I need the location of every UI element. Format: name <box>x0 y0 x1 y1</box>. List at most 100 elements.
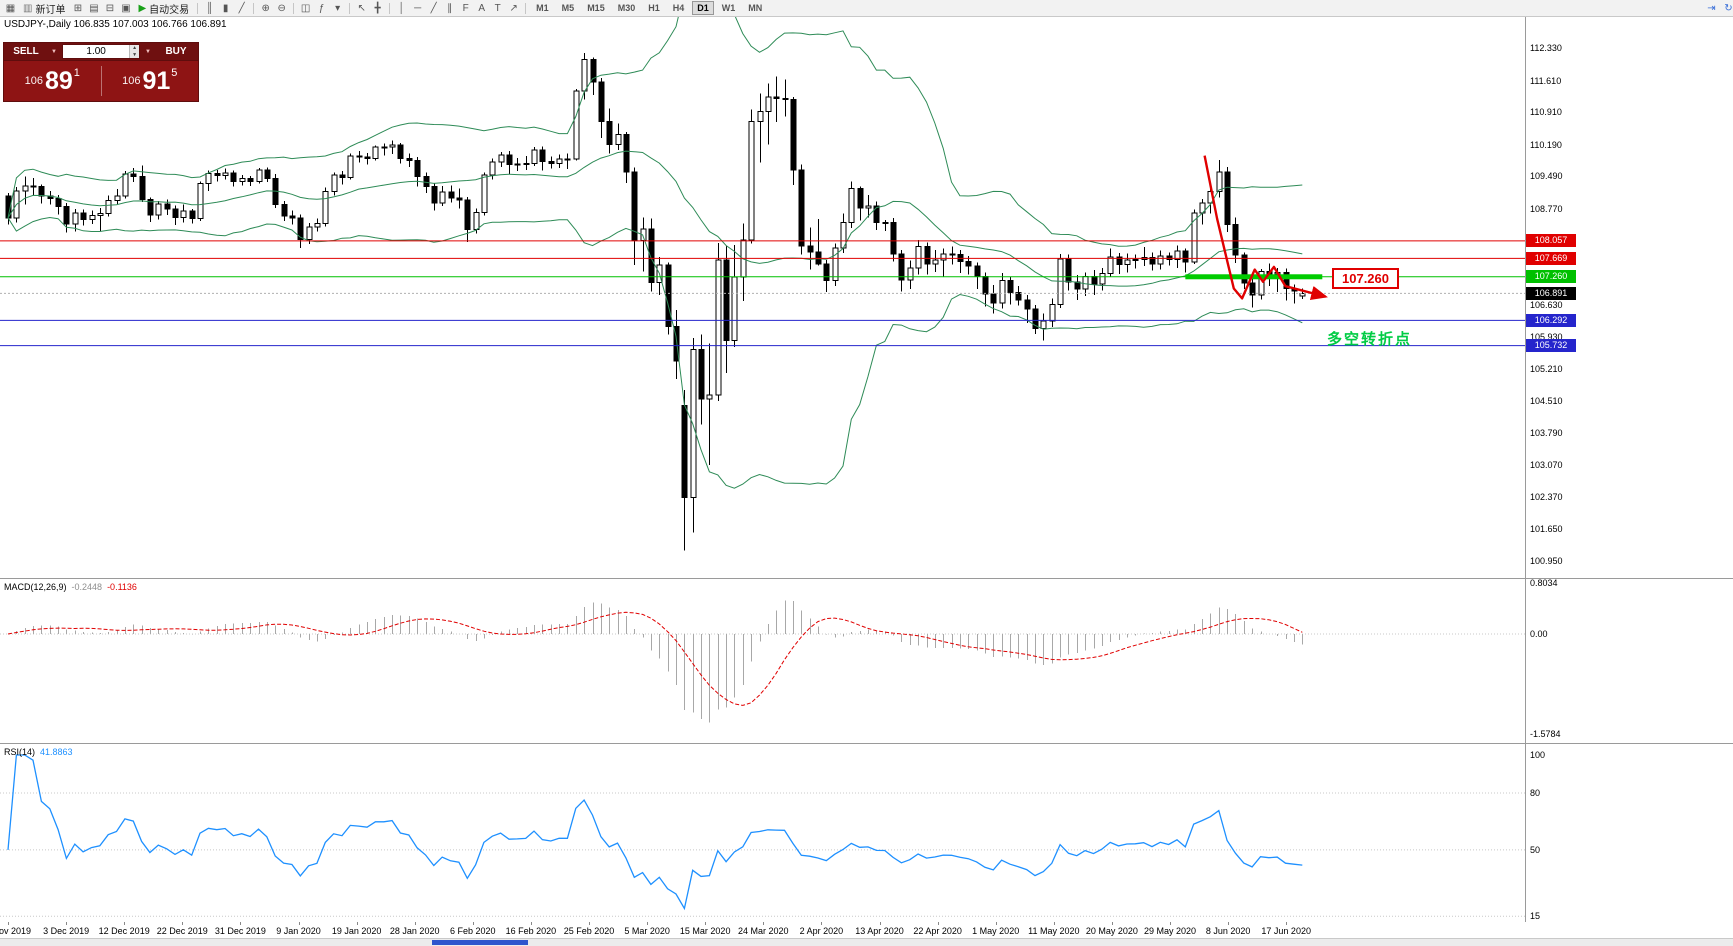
sell-dropdown-icon[interactable]: ▼ <box>51 48 57 55</box>
rsi-line <box>7 754 1303 911</box>
price-tick-label: 109.490 <box>1530 171 1563 182</box>
autotrading-button[interactable]: ▶ 自动交易 <box>134 2 193 16</box>
time-tick <box>356 922 358 925</box>
current-price-label: 106.891 <box>1526 286 1576 300</box>
new-chart-icon[interactable]: ▦ <box>5 2 16 14</box>
new-order-button-label: 新订单 <box>35 4 66 16</box>
time-tick-label: 11 May 2020 <box>1028 926 1080 936</box>
buy-button[interactable]: BUY <box>165 46 187 57</box>
price-tick-label: 101.650 <box>1530 524 1563 535</box>
buy-dropdown-icon[interactable]: ▼ <box>145 48 151 55</box>
data-window-icon[interactable]: ▤ <box>89 2 99 14</box>
rsi-value: 41.8863 <box>40 747 73 757</box>
rsi-scale-label: 100 <box>1530 750 1546 760</box>
horizontal-line-icon[interactable]: ─ <box>414 2 422 14</box>
lot-size-field[interactable]: ▲ ▼ <box>62 44 140 59</box>
timeframe-m30[interactable]: M30 <box>617 3 636 13</box>
buy-price-display[interactable]: 106 91 5 <box>102 63 199 99</box>
new-order-button[interactable]: ▥ 新订单 <box>19 2 69 16</box>
terminal-icon[interactable]: ▣ <box>121 2 131 14</box>
pane-separator[interactable] <box>0 743 1733 744</box>
support-band-object[interactable] <box>1185 274 1323 280</box>
text-icon[interactable]: A <box>478 2 485 14</box>
sell-price-display[interactable]: 106 89 1 <box>4 63 101 99</box>
timeframe-h1[interactable]: H1 <box>648 3 660 13</box>
timeframe-w1[interactable]: W1 <box>721 3 736 13</box>
scrollbar-thumb[interactable] <box>432 940 528 945</box>
candlestick-chart-icon[interactable]: ▮ <box>222 2 229 14</box>
cursor-icon[interactable]: ↖ <box>357 2 366 14</box>
bar-chart-icon[interactable]: ║ <box>206 2 214 14</box>
channel-icon[interactable]: ∥ <box>447 2 453 14</box>
navigator-icon[interactable]: ⊟ <box>105 2 115 14</box>
price-divider <box>100 66 102 96</box>
main-chart-canvas[interactable] <box>0 16 1525 579</box>
time-tick-label: 20 May 2020 <box>1085 926 1138 936</box>
time-tick-label: 5 Mar 2020 <box>624 926 670 936</box>
time-tick-label: 3 Dec 2019 <box>43 926 90 936</box>
macd-pane-canvas[interactable] <box>0 579 1525 742</box>
time-tick <box>705 922 707 925</box>
templates-icon[interactable]: ▾ <box>335 2 341 14</box>
line-chart-icon[interactable]: ╱ <box>238 2 245 14</box>
timeframe-h4[interactable]: H4 <box>672 3 685 13</box>
fibonacci-icon[interactable]: F <box>462 2 469 14</box>
label-icon[interactable]: T <box>494 2 501 14</box>
rsi-pane-canvas[interactable] <box>0 744 1525 922</box>
time-tick-label: 13 Apr 2020 <box>855 926 904 936</box>
chart-title: USDJPY-,Daily 106.835 107.003 106.766 10… <box>4 19 227 30</box>
auto-scroll-icon[interactable]: ↻ <box>1724 2 1733 14</box>
macd-signal-value: -0.1136 <box>107 582 137 592</box>
timeframe-m15[interactable]: M15 <box>587 3 605 13</box>
market-watch-icon[interactable]: ⊞ <box>73 2 83 14</box>
time-tick <box>763 922 765 925</box>
pane-separator[interactable] <box>0 578 1733 579</box>
timeframe-m1[interactable]: M1 <box>536 3 549 13</box>
timeframe-d1[interactable]: D1 <box>692 1 714 15</box>
chart-shift-icon[interactable]: ⇥ <box>1707 2 1716 14</box>
annotation-text[interactable]: 多空转折点 <box>1327 331 1413 348</box>
time-tick <box>821 922 823 925</box>
time-tick-label: 17 Jun 2020 <box>1261 926 1311 936</box>
lot-decrease-button[interactable]: ▼ <box>130 51 139 58</box>
time-tick-label: 6 Feb 2020 <box>450 926 496 936</box>
tile-windows-icon[interactable]: ◫ <box>300 2 311 14</box>
trendline-icon[interactable]: ╱ <box>430 2 437 14</box>
time-tick <box>124 922 126 925</box>
time-tick-label: 25 Feb 2020 <box>563 926 615 936</box>
chart-window[interactable]: USDJPY-,Daily 106.835 107.003 106.766 10… <box>0 16 1733 946</box>
autotrading-button-label: 自动交易 <box>149 4 190 16</box>
time-tick-label: 1 May 2020 <box>972 926 1020 936</box>
time-tick <box>1228 922 1230 925</box>
price-tick-label: 106.630 <box>1530 300 1563 311</box>
macd-signal-line <box>7 611 1303 706</box>
time-tick <box>182 922 184 925</box>
zoom-out-icon[interactable]: ⊖ <box>277 2 286 14</box>
sell-button[interactable]: SELL <box>13 46 39 57</box>
trade-panel-prices: 106 89 1 106 91 5 <box>4 61 198 101</box>
trend-arrow-object[interactable] <box>1203 155 1328 300</box>
time-tick <box>647 922 649 925</box>
price-callout-label[interactable]: 107.260 <box>1332 268 1399 289</box>
crosshair-icon[interactable]: ╋ <box>374 2 381 14</box>
buy-price-main: 91 <box>142 67 171 95</box>
lot-input[interactable] <box>63 45 130 58</box>
indicators-icon[interactable]: ƒ <box>318 2 325 14</box>
arrows-icon[interactable]: ↗ <box>509 2 518 14</box>
time-axis[interactable]: 4 Nov 2019 3 Dec 2019 12 Dec 2019 22 Dec 20… <box>0 922 1733 938</box>
time-tick <box>589 922 590 925</box>
time-tick <box>66 922 68 925</box>
horizontal-scrollbar[interactable] <box>0 938 1733 946</box>
time-tick-label: 22 Dec 2019 <box>156 926 208 936</box>
price-line-label: 107.669 <box>1526 251 1576 265</box>
timeframe-m5[interactable]: M5 <box>561 3 575 13</box>
time-tick <box>298 922 300 925</box>
rsi-indicator-label: RSI(14) 41.8863 <box>4 747 73 757</box>
toolbar-separator <box>349 2 351 14</box>
zoom-in-icon[interactable]: ⊕ <box>261 2 270 14</box>
timeframe-mn[interactable]: MN <box>748 3 763 13</box>
lot-increase-button[interactable]: ▲ <box>130 45 139 52</box>
vertical-line-icon[interactable]: │ <box>398 2 405 14</box>
price-axis[interactable]: 112.330 111.610 110.910 110.190 109.490 108.7… <box>1525 16 1733 922</box>
